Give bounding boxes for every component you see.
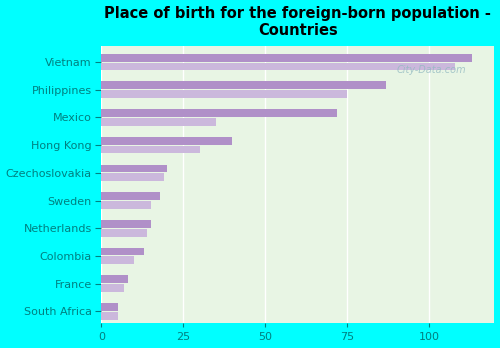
Bar <box>102 54 472 62</box>
Text: City-Data.com: City-Data.com <box>396 65 466 76</box>
Title: Place of birth for the foreign-born population -
Countries: Place of birth for the foreign-born popu… <box>104 6 492 38</box>
Bar <box>102 247 144 255</box>
Bar <box>102 137 232 145</box>
Bar <box>102 63 455 70</box>
Bar <box>102 201 150 209</box>
Bar <box>102 220 150 228</box>
Bar <box>102 118 216 126</box>
Bar <box>102 192 160 200</box>
Bar <box>102 275 128 283</box>
Bar <box>102 165 167 172</box>
Bar <box>102 173 164 181</box>
Bar <box>102 312 118 319</box>
Bar <box>102 109 337 117</box>
Bar <box>102 81 387 89</box>
Bar <box>102 229 148 237</box>
Bar <box>102 90 347 98</box>
Bar <box>102 146 200 153</box>
Bar <box>102 303 118 311</box>
Bar <box>102 284 124 292</box>
Bar <box>102 256 134 264</box>
